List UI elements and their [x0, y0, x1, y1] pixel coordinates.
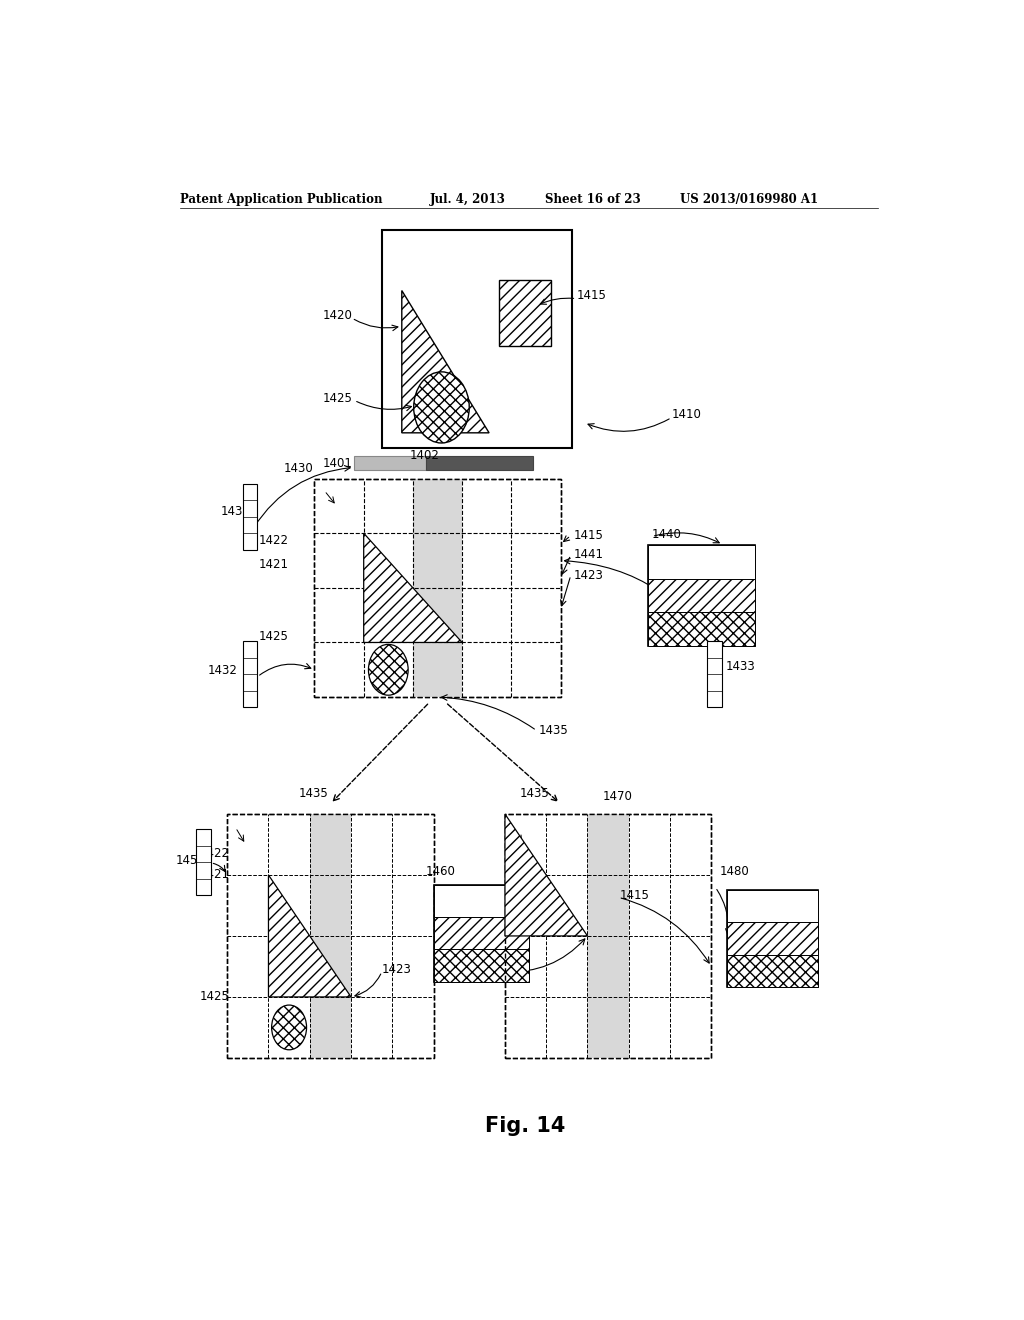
- Text: Fig. 14: Fig. 14: [484, 1115, 565, 1137]
- Bar: [505, 814, 712, 1057]
- Text: 1421: 1421: [259, 558, 289, 572]
- Text: 1422: 1422: [259, 535, 289, 546]
- Text: Sheet 16 of 23: Sheet 16 of 23: [545, 193, 640, 206]
- Text: 1401: 1401: [323, 457, 352, 470]
- Bar: [197, 829, 211, 895]
- Text: 1425: 1425: [200, 990, 229, 1003]
- Bar: [433, 949, 528, 982]
- Text: 1440: 1440: [652, 528, 682, 541]
- Text: 1421: 1421: [200, 869, 229, 882]
- Text: 1415: 1415: [574, 529, 604, 543]
- Text: 1430: 1430: [284, 462, 313, 475]
- Bar: [648, 545, 755, 647]
- Circle shape: [414, 372, 469, 444]
- Bar: [354, 457, 426, 470]
- Circle shape: [271, 1005, 306, 1049]
- Polygon shape: [505, 814, 588, 936]
- Bar: [727, 923, 818, 954]
- Text: Jul. 4, 2013: Jul. 4, 2013: [430, 193, 506, 206]
- Text: 1470: 1470: [602, 791, 633, 803]
- Text: 1431: 1431: [221, 504, 251, 517]
- Bar: [588, 814, 629, 1057]
- Text: 1433: 1433: [726, 660, 756, 673]
- Bar: [227, 814, 433, 1057]
- Bar: [309, 814, 351, 1057]
- Polygon shape: [364, 533, 462, 643]
- Bar: [648, 545, 755, 578]
- Bar: [433, 886, 528, 917]
- Bar: [500, 280, 551, 346]
- Text: 1435: 1435: [299, 787, 329, 800]
- Bar: [314, 479, 560, 697]
- Bar: [426, 457, 532, 470]
- Text: 1425: 1425: [259, 630, 289, 643]
- Bar: [314, 479, 560, 697]
- Bar: [227, 814, 433, 1057]
- Text: 1423: 1423: [437, 964, 467, 975]
- Text: 1435: 1435: [519, 787, 549, 800]
- Text: 1423: 1423: [382, 964, 412, 975]
- Text: 1432: 1432: [207, 664, 238, 677]
- Bar: [505, 814, 712, 1057]
- Bar: [727, 954, 818, 987]
- Bar: [727, 890, 818, 923]
- Bar: [413, 479, 462, 697]
- Bar: [243, 483, 257, 549]
- Text: 1415: 1415: [577, 289, 606, 302]
- Text: 1441: 1441: [574, 548, 604, 561]
- Text: Patent Application Publication: Patent Application Publication: [179, 193, 382, 206]
- Text: 1450: 1450: [176, 854, 206, 867]
- Bar: [243, 642, 257, 708]
- Text: 1422: 1422: [200, 847, 229, 861]
- Polygon shape: [401, 290, 489, 433]
- Text: 1420: 1420: [323, 309, 352, 322]
- Text: 1435: 1435: [539, 725, 568, 737]
- Text: 1425: 1425: [323, 392, 352, 405]
- Bar: [648, 612, 755, 647]
- Bar: [727, 890, 818, 987]
- Bar: [648, 578, 755, 612]
- Bar: [433, 886, 528, 982]
- Text: 1460: 1460: [426, 866, 456, 878]
- Text: 1423: 1423: [574, 569, 604, 582]
- Bar: [708, 642, 722, 708]
- Text: 1415: 1415: [620, 888, 650, 902]
- Text: 1410: 1410: [672, 408, 701, 421]
- Text: 1440a: 1440a: [681, 548, 718, 560]
- Polygon shape: [268, 875, 351, 997]
- Bar: [382, 230, 572, 447]
- Text: US 2013/0169980 A1: US 2013/0169980 A1: [680, 193, 818, 206]
- Text: 1480: 1480: [719, 866, 749, 878]
- Bar: [433, 917, 528, 949]
- Circle shape: [369, 644, 409, 696]
- Text: 1402: 1402: [410, 449, 439, 462]
